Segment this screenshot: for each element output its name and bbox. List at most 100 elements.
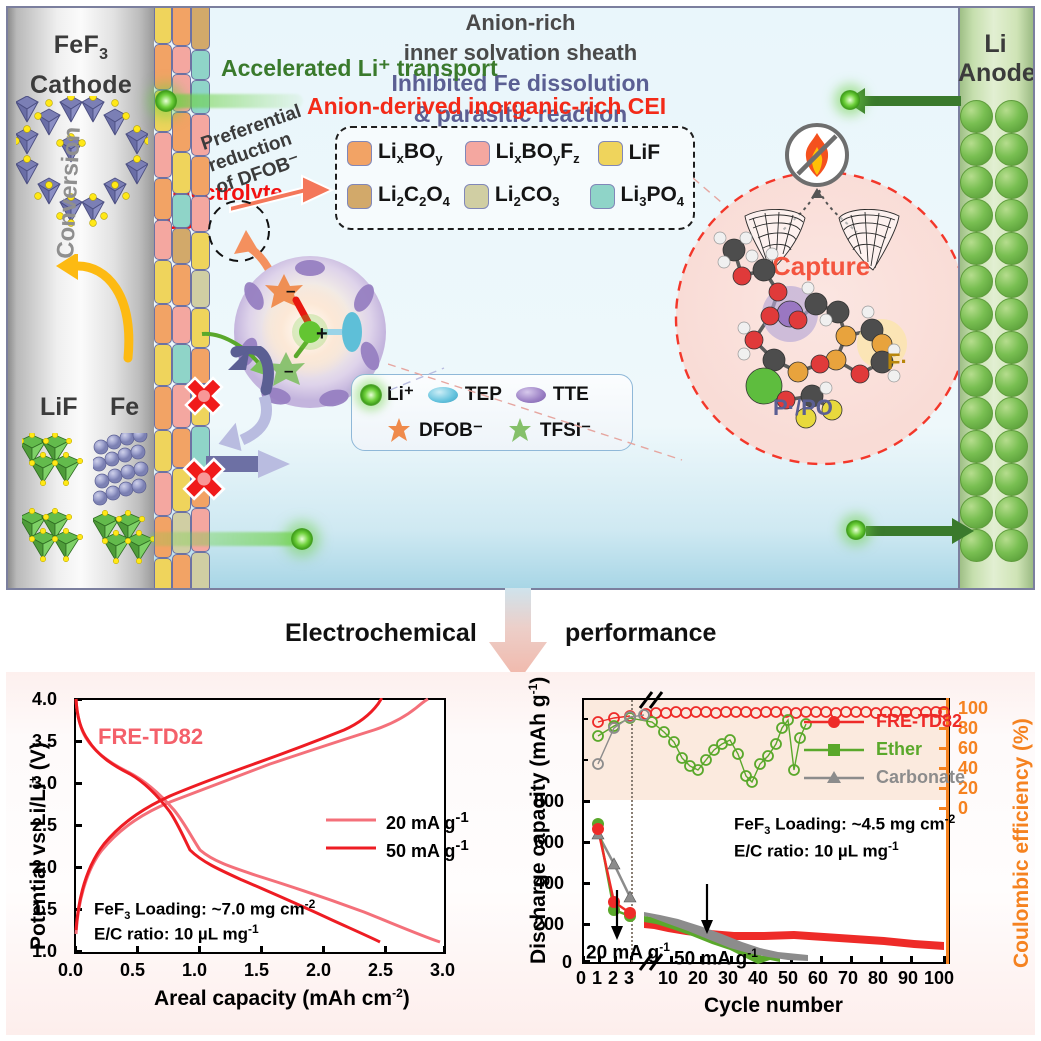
cei-swatch-lixboyfz xyxy=(464,140,490,166)
inhibited-line1: Inhibited Fe dissolution xyxy=(391,70,650,96)
cycling-y-tick-label: 200 xyxy=(534,914,565,934)
cycling-x-tick-label: 80 xyxy=(868,968,889,988)
fre-capacity-band xyxy=(644,920,944,950)
cei-legend-row: Li2C2O4 Li2CO3 Li3PO4 xyxy=(347,183,684,209)
voltage-curves xyxy=(74,698,441,944)
ce-tick-label: 40 xyxy=(958,758,979,778)
cei-tile xyxy=(191,552,210,588)
voltage-ec-note: E/C ratio: 10 µL mg-1 xyxy=(94,922,259,944)
cei-tile xyxy=(172,8,191,46)
voltage-loading-note: FeF3 Loading: ~7.0 mg cm-2 xyxy=(94,897,316,923)
cycling-y-axis-title: Discharge capacity (mAh g-1) xyxy=(526,676,550,964)
transition-band: Electrochemical performance xyxy=(0,588,1041,687)
li-metal-balls xyxy=(959,100,1031,578)
x-tick-label: 3.0 xyxy=(430,960,456,980)
cei-swatch-li2co3 xyxy=(463,183,489,209)
cycling-x-tick-label: 0 xyxy=(576,968,587,988)
cycling-legend-markers xyxy=(804,716,864,783)
voltage-legend-label-20: 20 mA g-1 xyxy=(386,809,469,833)
y-tick-label: 4.0 xyxy=(32,689,58,709)
cei-tile xyxy=(191,8,210,50)
ce-tick-label: 80 xyxy=(958,718,979,738)
cei-connector-line xyxy=(693,177,722,203)
y-tick-label: 3.0 xyxy=(32,773,58,793)
anode-title: Li Anode xyxy=(958,30,1033,88)
ce-tick-label: 20 xyxy=(958,778,979,798)
blocked-icon xyxy=(182,457,226,501)
cei-legend-row: LixBOy LixBOyFz LiF xyxy=(347,140,660,166)
legend-label-dfob: DFOB⁻ xyxy=(419,419,483,441)
rate-arrow-20 xyxy=(611,890,623,940)
legend-connector-lines xyxy=(388,363,683,461)
cei-tile xyxy=(154,558,172,588)
cei-tile xyxy=(191,308,210,348)
cei-tile xyxy=(191,270,210,308)
solvation-legend: Li⁺ TEP TTE DFOB⁻ TFSI⁻ xyxy=(351,374,633,451)
cycling-x-tick-label: 40 xyxy=(748,968,769,988)
cycling-x-tick-label: 90 xyxy=(898,968,919,988)
inhibition-arrows-icon xyxy=(206,346,290,478)
tfsi-star-icon xyxy=(267,352,305,386)
x-tick-label: 1.0 xyxy=(182,960,208,980)
molecular-structure-icon xyxy=(713,231,907,429)
cycling-x-tick-label: 50 xyxy=(778,968,799,988)
cycling-y-tick-label: 400 xyxy=(534,873,565,893)
cei-swatch-li3po4 xyxy=(589,183,615,209)
cei-tile xyxy=(172,428,191,468)
y-tick-label: 1.5 xyxy=(32,899,58,919)
cycling-y-tick-label: 800 xyxy=(534,791,565,811)
li-ion-icon xyxy=(360,383,382,406)
cei-tile xyxy=(191,196,210,232)
rate-arrow-50 xyxy=(701,884,713,934)
voltage-chart-title: FRE-TD82 xyxy=(98,724,204,749)
cei-tile xyxy=(191,114,210,156)
solvation-sheath-label: Anion-rich inner solvation sheath xyxy=(8,8,1033,68)
cycling-y-tick-label: 0 xyxy=(562,952,573,972)
tep-ellipse-icon xyxy=(342,312,362,352)
cei-tile xyxy=(154,44,172,90)
svg-text:–: – xyxy=(286,281,295,300)
ce-tick-label: 100 xyxy=(958,698,989,718)
x-tick-label: 1.5 xyxy=(244,960,270,980)
cei-header-label: Anion-derived inorganic-rich CEI xyxy=(307,93,667,119)
cei-label-li2co3: Li2CO3 xyxy=(494,183,560,210)
cycling-x-tick-label: 60 xyxy=(808,968,829,988)
cei-tile xyxy=(154,472,172,516)
fe-label: Fe xyxy=(110,393,140,421)
legend-label-li: Li⁺ xyxy=(387,384,414,405)
cei-tile xyxy=(154,220,172,260)
cycling-ec-note: E/C ratio: 10 µL mg-1 xyxy=(734,839,899,861)
cycling-x-tick-label: 30 xyxy=(718,968,739,988)
legend-label-tep: TEP xyxy=(464,383,502,405)
down-arrow-icon xyxy=(489,588,547,682)
cycling-x-tick-label: 1 xyxy=(592,968,603,988)
ce-tick-label: 0 xyxy=(958,798,969,818)
lif-crystal-icon xyxy=(22,433,84,563)
cathode-title-formula: FeF xyxy=(53,31,100,59)
cycling-x-tick-label: 2 xyxy=(608,968,619,988)
carbonate-capacity-band xyxy=(644,912,808,961)
accelerated-transport-label: Accelerated Li⁺ transport xyxy=(221,55,498,81)
voltage-plot-area xyxy=(74,698,446,954)
tep-ellipse-icon xyxy=(427,386,458,403)
charts-panel: 4.0 3.5 3.0 2.5 2.0 1.5 1.0 0.0 0.5 1.0 xyxy=(6,672,1035,1035)
voltage-legend-label-50: 50 mA g-1 xyxy=(386,837,469,861)
rate-label-20: 20 mA g-1 xyxy=(586,940,670,964)
cei-tile xyxy=(172,554,191,588)
rate-label-50: 50 mA g-1 xyxy=(674,946,758,970)
cycling-y-tick-label: 600 xyxy=(534,832,565,852)
cycling-x-tick-label: 3 xyxy=(624,968,635,988)
x-tick-label: 0.5 xyxy=(120,960,146,980)
voltage-x-axis-title: Areal capacity (mAh cm-2) xyxy=(154,986,410,1010)
blocked-icon xyxy=(184,376,224,416)
dfob-star-icon xyxy=(388,418,410,442)
cei-tile xyxy=(191,232,210,270)
cei-label-lixboy: LixBOy xyxy=(378,140,443,167)
cathode-title: FeF3 Cathode xyxy=(8,30,154,100)
cei-tile xyxy=(154,260,172,304)
capture-funnel-icons xyxy=(744,208,900,271)
cei-tile xyxy=(172,46,191,74)
tfsi-star-icon xyxy=(508,418,531,442)
cycling-x-tick-label: 100 xyxy=(924,968,955,988)
cathode-title-subscript: 3 xyxy=(99,46,109,63)
